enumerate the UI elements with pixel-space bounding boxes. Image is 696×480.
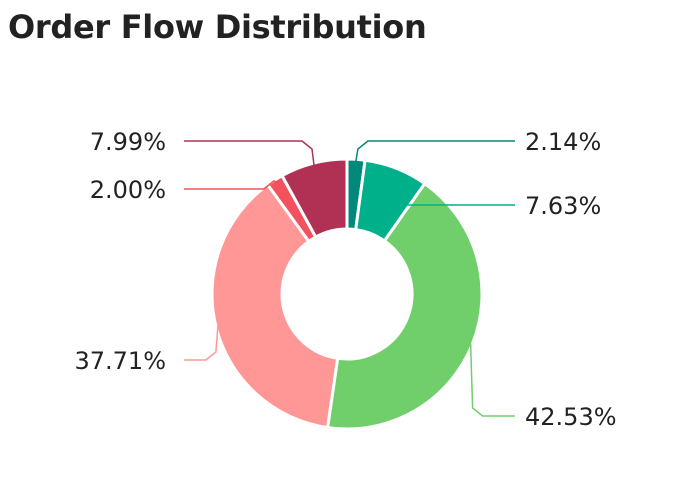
leader-line	[184, 180, 277, 190]
slice-percent-label: 7.63%	[525, 192, 601, 220]
leader-line	[184, 325, 219, 361]
slice-percent-label: 37.71%	[74, 347, 166, 375]
leader-line	[355, 140, 515, 162]
chart-title: Order Flow Distribution	[8, 8, 427, 46]
leader-line	[469, 343, 515, 417]
slice-percent-label: 2.00%	[90, 176, 166, 204]
donut-slice[interactable]	[280, 157, 349, 239]
slice-percent-label: 42.53%	[525, 403, 617, 431]
slice-percent-label: 2.14%	[525, 128, 601, 156]
labels-layer: 2.14% 7.63% 42.53% 37.71% 2.00% 7.99%	[74, 128, 616, 431]
slices-layer	[210, 157, 484, 431]
leader-line	[394, 170, 515, 206]
donut-slice[interactable]	[326, 182, 484, 431]
leader-line	[184, 140, 315, 166]
slice-percent-label: 7.99%	[90, 128, 166, 156]
leader-lines-layer	[184, 140, 515, 417]
donut-slice[interactable]	[210, 183, 340, 430]
